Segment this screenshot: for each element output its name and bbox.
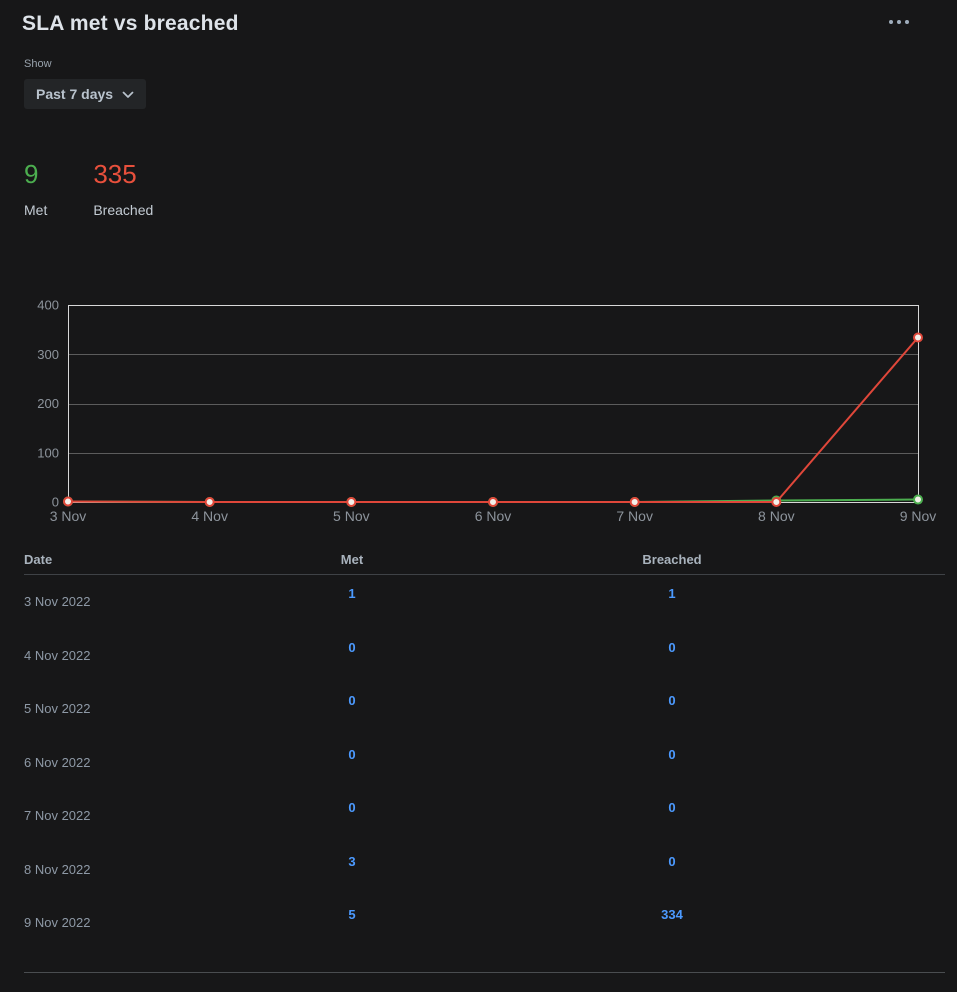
svg-text:4 Nov: 4 Nov (191, 508, 228, 524)
sla-line-chart: 0 100 200 300 400 3 Nov 4 Nov 5 Nov 6 Nov 7 Nov 8 … (0, 295, 957, 535)
table-row: 4 Nov 2022 0 0 (24, 629, 945, 683)
chevron-down-icon (122, 91, 134, 98)
row-met-link[interactable]: 0 (348, 746, 356, 762)
row-met-link[interactable]: 1 (348, 586, 356, 602)
svg-text:200: 200 (37, 396, 59, 411)
row-breached-link[interactable]: 0 (668, 853, 676, 869)
row-met-link[interactable]: 5 (348, 907, 356, 923)
met-stat: 9 Met (24, 159, 47, 218)
row-date: 5 Nov 2022 (24, 701, 91, 717)
sla-table: Date Met Breached 3 Nov 2022 1 1 4 Nov 2022… (0, 545, 957, 973)
svg-text:0: 0 (52, 495, 59, 510)
breached-stat: 335 Breached (93, 159, 153, 218)
met-label: Met (24, 202, 48, 218)
row-breached-link[interactable]: 1 (668, 586, 676, 602)
period-dropdown[interactable]: Past 7 days (24, 79, 147, 109)
row-breached-link[interactable]: 0 (668, 800, 676, 816)
row-date: 6 Nov 2022 (24, 754, 91, 770)
svg-text:300: 300 (37, 347, 59, 362)
period-dropdown-value: Past 7 days (36, 86, 114, 102)
table-row: 6 Nov 2022 0 0 (24, 736, 945, 790)
widget-header: SLA met vs breached (0, 0, 957, 36)
table-header-row: Date Met Breached (24, 545, 945, 575)
col-header-breached: Breached (642, 552, 702, 567)
svg-text:400: 400 (37, 298, 59, 313)
row-date: 3 Nov 2022 (24, 594, 91, 610)
table-row: 9 Nov 2022 5 334 (24, 896, 945, 950)
met-count: 9 (24, 159, 39, 189)
svg-text:6 Nov: 6 Nov (475, 508, 512, 524)
more-options-icon (889, 20, 909, 24)
more-options-button[interactable] (885, 12, 913, 32)
row-date: 4 Nov 2022 (24, 647, 91, 663)
col-header-date: Date (24, 552, 53, 567)
svg-text:100: 100 (37, 445, 59, 460)
row-breached-link[interactable]: 0 (668, 639, 676, 655)
row-met-link[interactable]: 3 (348, 853, 356, 869)
svg-text:5 Nov: 5 Nov (333, 508, 370, 524)
row-met-link[interactable]: 0 (348, 693, 356, 709)
table-row: 7 Nov 2022 0 0 (24, 789, 945, 843)
table-body: 3 Nov 2022 1 1 4 Nov 2022 0 0 5 Nov 2022 0 0 6 No… (24, 575, 945, 973)
row-breached-link[interactable]: 0 (668, 693, 676, 709)
table-row: 8 Nov 2022 3 0 (24, 843, 945, 897)
table-row: 3 Nov 2022 1 1 (24, 575, 945, 629)
show-label: Show (24, 58, 52, 70)
row-date: 9 Nov 2022 (24, 915, 91, 931)
page-title: SLA met vs breached (22, 12, 239, 35)
svg-text:3 Nov: 3 Nov (50, 508, 87, 524)
breached-label: Breached (93, 202, 154, 218)
row-date: 8 Nov 2022 (24, 861, 91, 877)
summary-stats: 9 Met 335 Breached (24, 159, 957, 218)
row-breached-link[interactable]: 0 (668, 746, 676, 762)
row-date: 7 Nov 2022 (24, 808, 91, 824)
col-header-met: Met (340, 552, 364, 567)
svg-text:7 Nov: 7 Nov (616, 508, 653, 524)
chart-svg: 0 100 200 300 400 3 Nov 4 Nov 5 Nov 6 Nov 7 Nov 8 … (37, 298, 937, 525)
row-breached-link[interactable]: 334 (661, 907, 683, 923)
row-met-link[interactable]: 0 (348, 639, 356, 655)
row-met-link[interactable]: 0 (348, 800, 356, 816)
table-row: 5 Nov 2022 0 0 (24, 682, 945, 736)
svg-text:9 Nov: 9 Nov (900, 508, 937, 524)
breached-count: 335 (93, 159, 137, 189)
svg-text:8 Nov: 8 Nov (758, 508, 795, 524)
